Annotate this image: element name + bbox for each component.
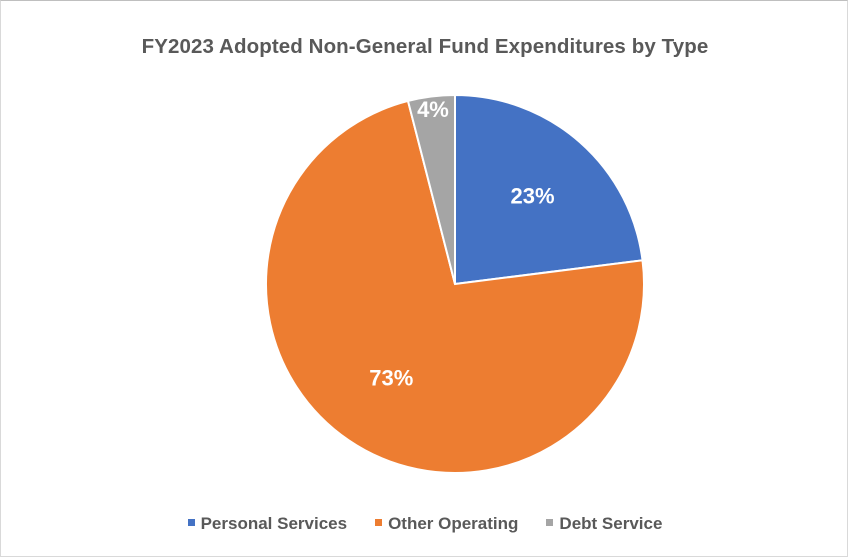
data-label-personal-services: 23% [510, 184, 554, 209]
legend-item-personal-services: Personal Services [187, 514, 348, 534]
legend-item-other-operating: Other Operating [375, 514, 518, 534]
data-label-debt-service: 4% [417, 97, 449, 122]
data-label-other-operating: 73% [369, 365, 413, 390]
pie-slice-other-operating [265, 99, 645, 474]
legend-swatch-other-operating [375, 519, 383, 527]
legend-label-other-operating: Other Operating [388, 514, 519, 533]
legend-label-personal-services: Personal Services [200, 514, 348, 533]
legend-swatch-debt-service [546, 519, 554, 527]
legend-label-debt-service: Debt Service [559, 514, 663, 533]
legend-item-debt-service: Debt Service [546, 514, 662, 534]
pie-slice-debt-service [406, 93, 456, 285]
legend: Personal Services Other Operating Debt Ser… [1, 514, 848, 534]
pie-slice-personal-services [454, 93, 644, 286]
legend-swatch-personal-services [187, 519, 195, 527]
chart-title: FY2023 Adopted Non-General Fund Expendit… [141, 35, 709, 58]
